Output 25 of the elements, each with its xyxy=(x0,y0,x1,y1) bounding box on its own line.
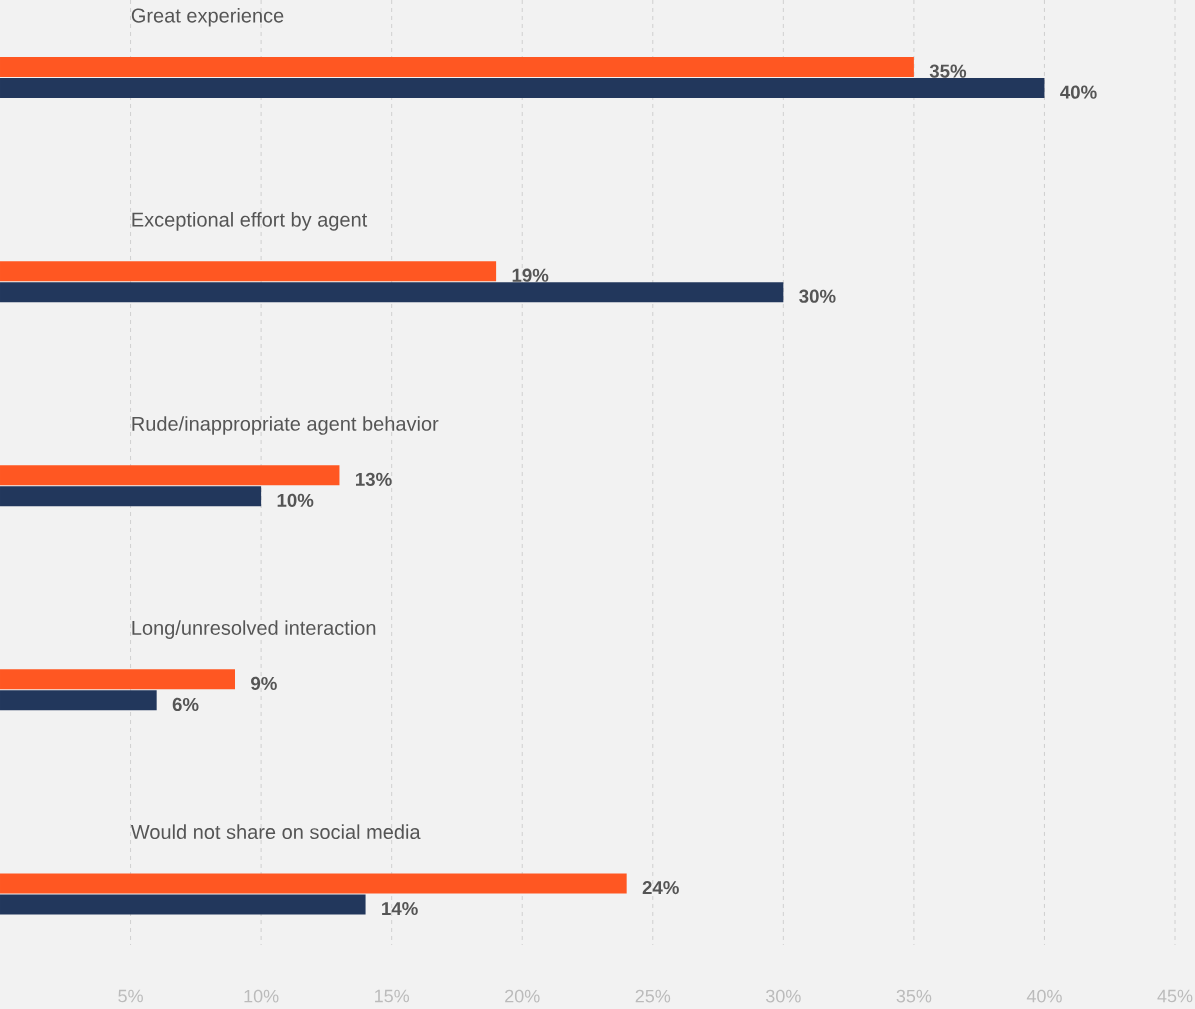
data-label: 19% xyxy=(512,268,549,282)
bar xyxy=(0,873,627,894)
data-label: 40% xyxy=(1060,85,1097,99)
data-label: 35% xyxy=(929,64,967,78)
data-label: 13% xyxy=(356,472,392,486)
bar xyxy=(0,261,497,282)
data-label: 9% xyxy=(251,676,277,691)
y-tick-label: Long/unresolved interaction xyxy=(132,620,376,639)
data-label: 14% xyxy=(382,901,418,916)
bar xyxy=(0,57,914,78)
data-label: 24% xyxy=(642,880,679,895)
bar xyxy=(0,78,1045,99)
data-label: 6% xyxy=(172,697,199,712)
data-label: 30% xyxy=(799,289,836,303)
y-tick-label: Rude/inappropriate agent behavior xyxy=(132,416,439,435)
bar xyxy=(0,465,340,486)
bar xyxy=(0,690,157,711)
bar xyxy=(0,669,236,690)
bar xyxy=(0,282,784,303)
bar xyxy=(0,894,366,915)
y-tick-label: Would not share on social media xyxy=(130,824,421,840)
bar xyxy=(0,486,262,507)
y-tick-label: Exceptional effort by agent xyxy=(132,212,368,231)
data-label: 10% xyxy=(277,493,314,507)
y-tick-label: Great experience xyxy=(131,7,284,27)
